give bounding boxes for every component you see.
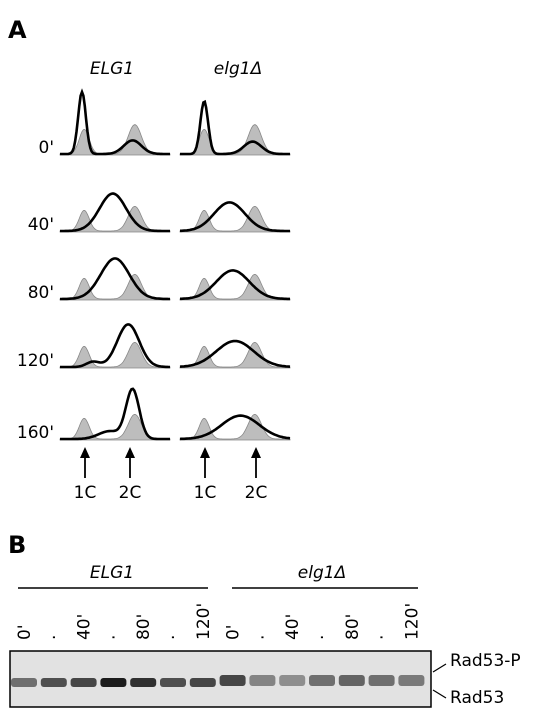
connector [433, 690, 446, 698]
timepoint-label: 40' [28, 215, 54, 235]
band [41, 678, 67, 687]
lane-label: 0' [15, 625, 35, 641]
sample-histogram [60, 92, 170, 154]
group-label: elg1Δ [298, 563, 346, 583]
lane-label: · [313, 635, 333, 640]
column-header: ELG1 [90, 59, 134, 79]
connector [433, 664, 446, 672]
lane-label: · [164, 635, 184, 640]
sample-histogram [180, 341, 290, 367]
marker-label: 1C [74, 483, 97, 503]
lane-label: · [253, 635, 273, 640]
timepoint-label: 160' [17, 423, 54, 443]
marker-label: 1C [194, 483, 217, 503]
band [279, 675, 305, 686]
band-label: Rad53 [450, 688, 504, 708]
band [100, 678, 126, 687]
lane-label: 0' [224, 625, 244, 641]
lane-label: 120' [194, 603, 214, 640]
sample-histogram [60, 389, 170, 439]
timepoint-label: 120' [17, 351, 54, 371]
lane-label: · [45, 635, 65, 640]
figure: A ELG1 elg1Δ B ELG1 elg1Δ Rad53-P Rad53 … [0, 0, 542, 711]
band [249, 675, 275, 686]
group-label: ELG1 [90, 563, 134, 583]
band [309, 675, 335, 686]
arrow-head [125, 447, 135, 458]
panel-label: B [8, 531, 26, 559]
timepoint-label: 0' [39, 138, 55, 158]
arrow-head [251, 447, 261, 458]
reference-histogram [60, 206, 170, 232]
lane-label: 80' [343, 614, 363, 640]
band [369, 675, 395, 686]
column-header: elg1Δ [214, 59, 262, 79]
band [71, 678, 97, 687]
reference-histogram [60, 414, 170, 440]
lane-label: 120' [402, 603, 422, 640]
band [160, 678, 186, 687]
lane-label: · [104, 635, 124, 640]
marker-label: 2C [245, 483, 268, 503]
arrow-head [200, 447, 210, 458]
band [11, 678, 37, 687]
lane-label: · [373, 635, 393, 640]
band [339, 675, 365, 686]
reference-histogram [180, 414, 290, 440]
band [190, 678, 216, 687]
reference-histogram [60, 274, 170, 300]
panel-label: A [8, 16, 27, 44]
arrow-head [80, 447, 90, 458]
marker-label: 2C [119, 483, 142, 503]
sample-histogram [180, 102, 290, 154]
lane-label: 80' [134, 614, 154, 640]
band [130, 678, 156, 687]
band [398, 675, 424, 686]
lane-label: 40' [75, 614, 95, 640]
timepoint-label: 80' [28, 283, 54, 303]
lane-label: 40' [283, 614, 303, 640]
sample-histogram [180, 202, 290, 231]
band [220, 675, 246, 686]
band-label: Rad53-P [450, 651, 521, 671]
